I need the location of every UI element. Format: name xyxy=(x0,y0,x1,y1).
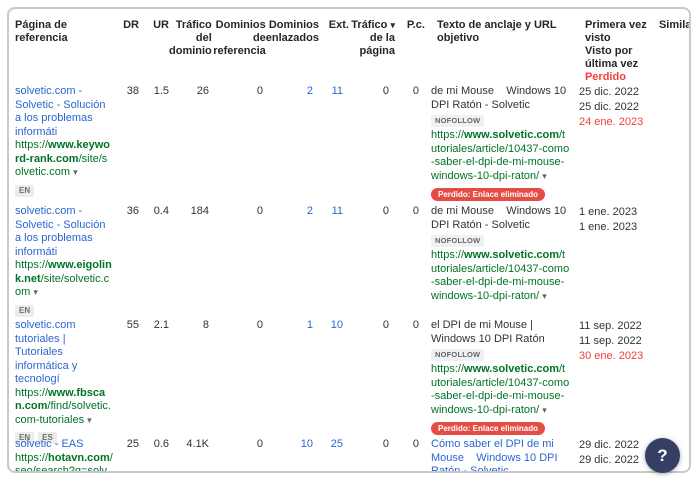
col-header-similar[interactable]: Similar xyxy=(658,19,691,31)
page-traffic-value: 0 xyxy=(382,205,389,217)
referring-domains-value: 0 xyxy=(256,85,263,97)
lost-date: 24 ene. 2023 xyxy=(579,116,644,128)
pc-value: 0 xyxy=(412,85,419,97)
table-row: solvetic - EAS https://hotavn.com/seo/se… xyxy=(9,438,689,473)
sort-caret-icon[interactable]: ▾ xyxy=(390,20,395,30)
col-header-page-traffic[interactable]: Tráfico ▾ de la página xyxy=(351,19,395,57)
linked-domains-link[interactable]: 2 xyxy=(306,85,313,97)
referring-domains-value: 0 xyxy=(256,205,263,217)
referring-page-title-link[interactable]: solvetic.com - Solvetic - Solución a los… xyxy=(15,85,106,138)
language-badge: EN xyxy=(15,432,35,444)
referring-page-url: https://www.keyword-rank.com/site/solvet… xyxy=(15,139,110,178)
ext-links-link[interactable]: 10 xyxy=(330,319,343,331)
ext-links-link[interactable]: 11 xyxy=(331,205,343,217)
table-row: solvetic.com tutoriales | Tutoriales inf… xyxy=(9,319,689,444)
language-badge: ES xyxy=(38,432,57,444)
referring-page-title-link[interactable]: solvetic.com - Solvetic - Solución a los… xyxy=(15,205,106,258)
linked-domains-link[interactable]: 1 xyxy=(306,319,313,331)
referring-page-url: https://www.eigolink.net/site/solvetic.c… xyxy=(15,259,112,298)
first-seen-date: 11 sep. 2022 xyxy=(579,320,642,332)
url-dropdown-caret-icon[interactable]: ▾ xyxy=(542,290,547,301)
lost-date: 30 ene. 2023 xyxy=(579,350,644,362)
anchor-text-link[interactable]: Cómo saber el DPI de mi Mouse Windows 10… xyxy=(431,438,561,473)
last-seen-date: 11 sep. 2022 xyxy=(579,335,642,347)
domain-traffic-value: 26 xyxy=(196,85,209,97)
dr-value: 55 xyxy=(126,319,139,331)
col-header-anchor-target[interactable]: Texto de anclaje y URL objetivo xyxy=(436,19,557,44)
table-row: solvetic.com - Solvetic - Solución a los… xyxy=(9,85,689,205)
ur-value: 1.5 xyxy=(153,85,169,97)
page-traffic-value: 0 xyxy=(382,438,389,450)
col-header-linked-domains[interactable]: Dominios enlazados xyxy=(265,19,319,44)
dr-value: 36 xyxy=(126,205,139,217)
last-seen-date: 25 dic. 2022 xyxy=(579,101,639,113)
referring-domains-value: 0 xyxy=(256,438,263,450)
col-header-dr[interactable]: DR xyxy=(123,19,139,31)
table-row: solvetic.com - Solvetic - Solución a los… xyxy=(9,205,689,319)
col-header-domain-traffic[interactable]: Tráfico del dominio xyxy=(169,19,212,57)
col-header-lost: Perdido xyxy=(584,71,626,83)
referring-page-url: https://www.fbscan.com/find/solvetic.com… xyxy=(15,386,111,426)
report-frame: Página de referencia DR UR Tráfico del d… xyxy=(7,7,691,473)
nofollow-badge: NOFOLLOW xyxy=(431,235,485,247)
col-header-referring-page[interactable]: Página de referencia xyxy=(15,19,68,44)
target-url: https://www.solvetic.com/tutoriales/arti… xyxy=(431,129,570,182)
lost-link-badge: Perdido: Enlace eliminado xyxy=(431,188,546,201)
page-traffic-value: 0 xyxy=(382,319,389,331)
last-seen-date: 29 dic. 2022 xyxy=(579,454,639,466)
ext-links-link[interactable]: 25 xyxy=(330,438,343,450)
referring-page-title-link[interactable]: solvetic.com tutoriales | Tutoriales inf… xyxy=(15,319,78,385)
col-header-referring-domains[interactable]: Dominios de referencia xyxy=(213,19,266,57)
lost-link-badge: Perdido: Enlace eliminado xyxy=(431,422,546,435)
pc-value: 0 xyxy=(412,205,419,217)
last-seen-date: 1 ene. 2023 xyxy=(579,221,638,233)
language-badge: EN xyxy=(15,184,35,197)
url-dropdown-caret-icon[interactable]: ▾ xyxy=(33,287,38,297)
pc-value: 0 xyxy=(412,319,419,331)
anchor-text: de mi Mouse Windows 10 DPI Ratón - Solve… xyxy=(431,85,570,111)
referring-domains-value: 0 xyxy=(256,319,263,331)
nofollow-badge: NOFOLLOW xyxy=(431,349,485,361)
backlinks-table: Página de referencia DR UR Tráfico del d… xyxy=(9,9,689,473)
help-button[interactable]: ? xyxy=(645,438,680,473)
url-dropdown-caret-icon[interactable]: ▾ xyxy=(542,404,547,415)
target-url: https://www.solvetic.com/tutoriales/arti… xyxy=(431,363,570,416)
target-url: https://www.solvetic.com/tutoriales/arti… xyxy=(431,249,570,302)
referring-page-title-link[interactable]: solvetic - EAS xyxy=(15,438,84,450)
ext-links-link[interactable]: 11 xyxy=(331,85,343,97)
col-header-ext[interactable]: Ext. xyxy=(328,19,349,31)
col-header-first-last-seen[interactable]: Primera vez visto Visto por última vez P… xyxy=(577,19,659,84)
table-header-row: Página de referencia DR UR Tráfico del d… xyxy=(9,19,689,85)
referring-page-url: https://hotavn.com/seo/search?q=solv xyxy=(15,451,113,473)
col-header-pc[interactable]: P.c. xyxy=(406,19,425,31)
page-traffic-value: 0 xyxy=(382,85,389,97)
url-dropdown-caret-icon[interactable]: ▾ xyxy=(87,414,92,425)
first-seen-date: 25 dic. 2022 xyxy=(579,86,639,98)
nofollow-badge: NOFOLLOW xyxy=(431,115,485,127)
dr-value: 25 xyxy=(126,438,139,450)
url-dropdown-caret-icon[interactable]: ▾ xyxy=(542,170,547,181)
ur-value: 2.1 xyxy=(153,319,169,331)
domain-traffic-value: 184 xyxy=(190,205,209,217)
linked-domains-link[interactable]: 10 xyxy=(300,438,313,450)
col-header-ur[interactable]: UR xyxy=(153,19,169,31)
first-seen-date: 29 dic. 2022 xyxy=(579,439,639,451)
ur-value: 0.6 xyxy=(153,438,169,450)
domain-traffic-value: 4.1K xyxy=(186,438,209,450)
language-badge: EN xyxy=(15,304,35,317)
dr-value: 38 xyxy=(126,85,139,97)
pc-value: 0 xyxy=(412,438,419,450)
first-seen-date: 1 ene. 2023 xyxy=(579,206,638,218)
anchor-text: de mi Mouse Windows 10 DPI Ratón - Solve… xyxy=(431,205,570,231)
url-dropdown-caret-icon[interactable]: ▾ xyxy=(73,167,78,177)
linked-domains-link[interactable]: 2 xyxy=(306,205,313,217)
anchor-text: el DPI de mi Mouse | Windows 10 DPI Rató… xyxy=(431,319,545,345)
ur-value: 0.4 xyxy=(153,205,169,217)
domain-traffic-value: 8 xyxy=(202,319,209,331)
